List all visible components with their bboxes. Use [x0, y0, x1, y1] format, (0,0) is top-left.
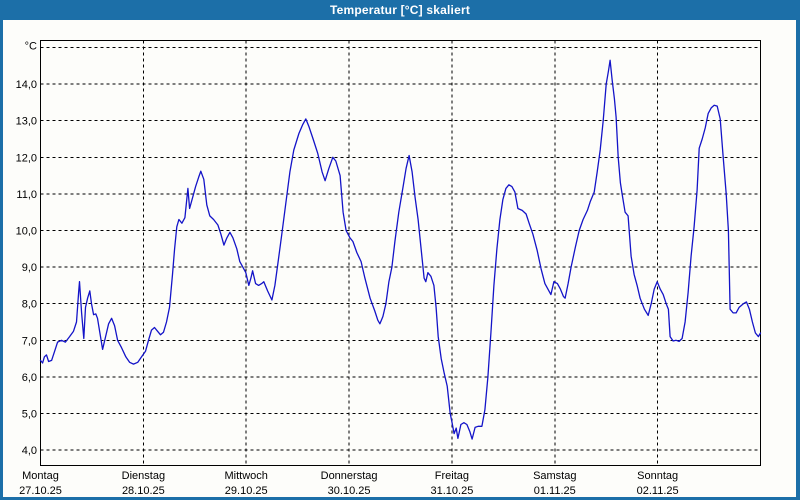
- y-tick-label: 6,0: [22, 372, 37, 384]
- y-tick-label: 9,0: [22, 262, 37, 274]
- x-day-name-label: Mittwoch: [225, 470, 268, 482]
- y-tick-label: 14,0: [16, 79, 37, 91]
- x-day-date-label: 29.10.25: [225, 485, 268, 497]
- y-tick-label: 10,0: [16, 226, 37, 238]
- temperature-series-line: [39, 59, 762, 440]
- x-day-name-label: Freitag: [435, 470, 469, 482]
- x-day-name-label: Donnerstag: [321, 470, 378, 482]
- x-day-name-label: Samstag: [533, 470, 576, 482]
- y-tick-label: 13,0: [16, 116, 37, 128]
- x-day-name-label: Montag: [22, 470, 59, 482]
- x-day-name-label: Dienstag: [122, 470, 165, 482]
- y-tick-label: 7,0: [22, 335, 37, 347]
- x-day-date-label: 28.10.25: [122, 485, 165, 497]
- window-titlebar[interactable]: Temperatur [°C] skaliert: [0, 0, 800, 20]
- x-day-date-label: 01.11.25: [534, 485, 576, 497]
- x-day-date-label: 02.11.25: [637, 485, 679, 497]
- x-day-date-label: 30.10.25: [328, 485, 371, 497]
- y-tick-label: 8,0: [22, 299, 37, 311]
- chart-content-area: [3, 20, 796, 497]
- y-tick-label: 5,0: [22, 409, 37, 421]
- y-tick-label: 4,0: [22, 445, 37, 457]
- y-tick-label: 12,0: [16, 152, 37, 164]
- x-day-name-label: Sonntag: [637, 470, 678, 482]
- window-title: Temperatur [°C] skaliert: [329, 3, 471, 17]
- x-day-date-label: 27.10.25: [19, 485, 62, 497]
- x-day-date-label: 31.10.25: [431, 485, 474, 497]
- y-axis-unit-label: °C: [25, 41, 37, 53]
- plot-frame: [40, 40, 761, 466]
- y-tick-label: 11,0: [16, 189, 37, 201]
